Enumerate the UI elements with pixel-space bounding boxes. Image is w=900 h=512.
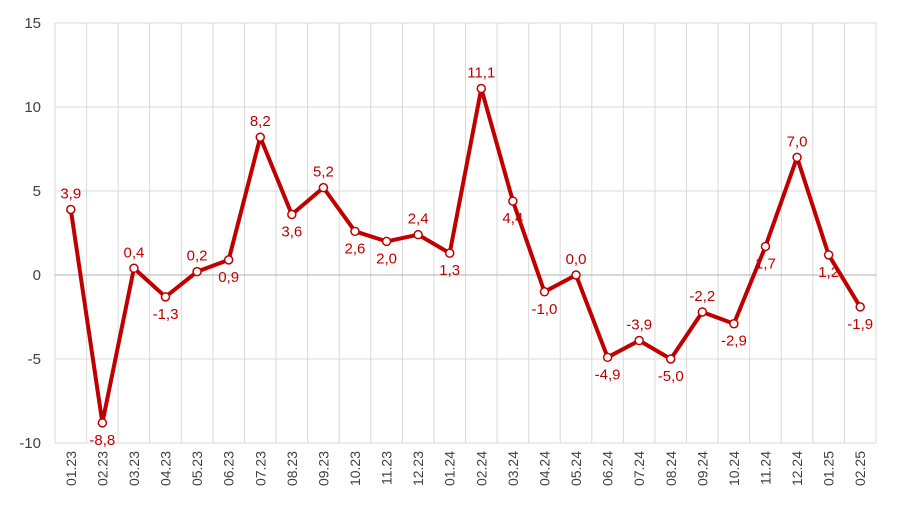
x-tick-label: 04.24 [536,451,552,486]
x-tick-label: 04.23 [158,451,174,486]
x-axis-tick-labels: 01.23 02.23 03.23 04.23 05.23 06.23 07.23 08.23… [63,451,868,486]
data-label: 0,0 [566,251,587,268]
x-tick-label: 01.25 [821,451,837,486]
x-tick-label: 08.23 [284,451,300,486]
data-point [66,204,76,215]
data-point [476,83,487,94]
data-point [634,335,644,346]
data-point [855,302,865,312]
data-label: 7,0 [787,133,808,150]
y-tick-label: -10 [19,435,41,452]
data-point [760,241,771,252]
data-label: 11,1 [467,65,495,82]
data-label: -3,9 [626,317,652,334]
data-point [255,132,265,142]
data-point [192,266,202,277]
data-point [381,236,392,247]
x-tick-label: 02.24 [473,451,489,486]
data-label: 3,9 [60,185,81,202]
data-label: 2,6 [345,240,366,257]
data-point [223,255,234,265]
y-tick-label: 15 [24,15,41,32]
data-label: 1,2 [818,264,839,281]
y-axis-tick-labels: 15 10 5 0 -5 -10 [19,15,41,452]
vertical-gridlines [54,23,877,443]
x-tick-label: 11.24 [757,451,773,485]
x-tick-label: 09.23 [315,451,331,486]
y-tick-label: 0 [33,267,41,284]
data-label: 0,2 [187,248,208,265]
data-point [508,196,518,206]
data-label: 8,2 [250,113,271,130]
data-point [539,287,550,297]
y-tick-label: 10 [24,99,41,116]
data-point [571,270,581,280]
x-tick-label: 05.24 [568,451,584,486]
y-tick-label: -5 [28,351,41,368]
x-tick-label: 07.23 [252,451,268,486]
x-tick-label: 01.24 [442,451,458,486]
x-tick-label: 12.24 [789,451,805,486]
data-label: 0,4 [124,244,145,261]
data-label: -2,9 [721,333,747,350]
series-line [68,86,863,425]
data-label: 1,3 [439,262,460,279]
data-label: -1,3 [153,306,179,323]
data-label: 2,4 [408,211,429,228]
data-label: 3,6 [281,224,302,241]
x-tick-label: 06.23 [221,451,237,486]
data-point [444,248,455,258]
data-point [697,307,708,317]
data-labels: 3,9 -8,8 0,4 -1,3 0,2 0,9 8,2 3,6 5,2 2,6 2,0 2,4 1,… [60,65,873,449]
data-point [160,292,171,302]
data-label: 0,9 [218,269,239,286]
data-label: -1,9 [847,316,873,333]
data-label: -4,9 [595,366,621,383]
data-point [729,318,739,329]
data-point [350,226,360,237]
series-group [66,83,865,428]
x-tick-label: 03.23 [126,451,142,486]
data-label: 4,4 [502,210,523,227]
data-label: -8,8 [89,432,115,449]
data-label: -5,0 [658,368,684,385]
x-tick-label: 11.23 [379,451,395,485]
x-tick-label: 06.24 [600,451,616,486]
data-label: -1,0 [532,301,558,318]
data-point [823,250,834,260]
x-tick-label: 09.24 [694,451,710,486]
data-point [413,229,423,240]
x-tick-label: 08.24 [663,451,679,486]
data-point [666,354,676,364]
data-label: 2,0 [376,250,397,267]
y-tick-label: 5 [33,183,41,200]
x-tick-label: 10.24 [726,451,742,486]
data-point [792,152,802,163]
x-tick-label: 02.23 [94,451,110,486]
data-point [318,182,329,193]
data-point [602,352,613,363]
x-tick-label: 01.23 [63,451,79,486]
x-tick-label: 05.23 [189,451,205,486]
x-tick-label: 02.25 [852,451,868,486]
data-label: -2,2 [689,288,715,305]
x-tick-label: 07.24 [631,451,647,486]
data-label: 5,2 [313,164,334,181]
data-point [129,263,139,274]
x-tick-label: 03.24 [505,451,521,486]
data-label: 1,7 [755,255,776,272]
data-point [97,418,108,428]
x-tick-label: 10.23 [347,451,363,486]
x-tick-label: 12.23 [410,451,426,486]
data-point [287,209,297,220]
